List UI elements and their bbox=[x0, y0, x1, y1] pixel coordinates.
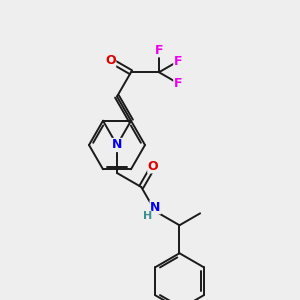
Text: N: N bbox=[150, 201, 160, 214]
Text: N: N bbox=[112, 139, 122, 152]
Text: F: F bbox=[174, 55, 182, 68]
Text: F: F bbox=[174, 77, 182, 90]
Text: O: O bbox=[105, 54, 116, 67]
Text: H: H bbox=[142, 211, 152, 221]
Text: O: O bbox=[148, 160, 158, 173]
Text: F: F bbox=[155, 44, 163, 57]
